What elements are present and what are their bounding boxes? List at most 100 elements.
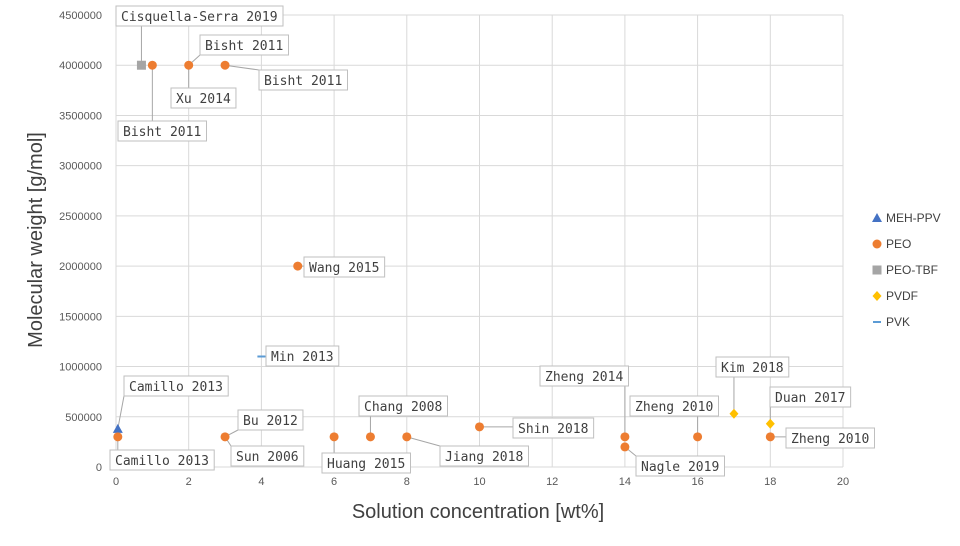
y-tick-label: 4500000 [59, 10, 102, 22]
annotation-box [199, 34, 289, 56]
legend: MEH-PPV PEO PEO-TBF PVDF PVK [872, 211, 941, 329]
annotation-label: Huang 2015 [327, 457, 405, 472]
point-peo [220, 60, 230, 70]
annotation-box [715, 356, 790, 378]
annotation-label: Duan 2017 [775, 391, 845, 406]
annotation-label: Wang 2015 [309, 261, 379, 276]
annotation-box [230, 445, 305, 467]
point-peo [220, 432, 230, 442]
x-tick-label: 0 [113, 476, 119, 488]
annotation-box [117, 120, 207, 142]
x-tick-label: 4 [258, 476, 264, 488]
annotation-label: Kim 2018 [721, 361, 784, 376]
legend-label-peo-tbf: PEO-TBF [886, 263, 938, 277]
y-tick-label: 2000000 [59, 261, 102, 273]
x-axis-title: Solution concentration [wt%] [352, 501, 604, 523]
annotation-label: Nagle 2019 [641, 460, 719, 475]
annotation-label: Cisquella-Serra 2019 [121, 10, 278, 25]
point-peo [765, 432, 775, 442]
legend-label-pvk: PVK [886, 315, 910, 329]
annotation-label: Camillo 2013 [115, 454, 209, 469]
point-peo [620, 442, 630, 452]
annotation-label: Bisht 2011 [123, 125, 201, 140]
point-peo [475, 422, 484, 432]
annotation-box [237, 409, 304, 431]
point-peo [693, 432, 703, 442]
legend-label-meh-ppv: MEH-PPV [886, 211, 941, 225]
annotation-box [539, 365, 629, 387]
legend-label-peo: PEO [886, 237, 911, 251]
x-tick-label: 20 [837, 476, 849, 488]
legend-marker-pvdf [872, 291, 882, 301]
annotation-label: Bisht 2011 [205, 39, 283, 54]
annotation-label: Zheng 2010 [791, 432, 869, 447]
x-tick-label: 2 [186, 476, 192, 488]
annotation-labels: Cisquella-Serra 2019 Bisht 2011 Xu 2014 Bis… [109, 5, 875, 477]
legend-marker-meh-ppv [872, 213, 882, 222]
annotation-label: Bisht 2011 [264, 74, 342, 89]
annotation-label: Chang 2008 [364, 400, 442, 415]
y-tick-label: 4000000 [59, 60, 102, 72]
annotation-label: Min 2013 [271, 350, 334, 365]
legend-marker-peo-tbf [872, 265, 882, 275]
point-peo [620, 432, 630, 442]
x-tick-label: 6 [331, 476, 337, 488]
annotation-box [265, 345, 340, 367]
annotation-box [439, 445, 529, 467]
annotation-box [170, 87, 237, 109]
point-pvdf [765, 418, 775, 429]
x-tick-label: 14 [619, 476, 631, 488]
annotation-box [769, 386, 852, 408]
annotation-label: Shin 2018 [518, 422, 588, 437]
annotation-box [785, 427, 875, 449]
point-peo-tbf [136, 60, 146, 70]
annotation-label: Zheng 2010 [635, 400, 713, 415]
point-peo [184, 60, 194, 70]
point-peo [147, 60, 157, 70]
point-meh-ppv [112, 423, 123, 433]
point-peo [402, 432, 412, 442]
point-peo [113, 432, 123, 442]
legend-marker-peo [872, 239, 882, 249]
annotation-leader [224, 64, 260, 71]
data-points [112, 60, 775, 452]
legend-label-pvdf: PVDF [886, 289, 918, 303]
annotation-label: Xu 2014 [176, 92, 231, 107]
point-peo [329, 432, 339, 442]
annotation-label: Bu 2012 [243, 414, 298, 429]
annotation-box [358, 395, 448, 417]
annotation-box [321, 452, 411, 474]
annotation-box [512, 417, 595, 439]
annotation-label: Camillo 2013 [129, 380, 223, 395]
annotation-box [123, 375, 229, 397]
annotation-box [115, 5, 284, 27]
x-tick-label: 18 [764, 476, 776, 488]
annotation-label: Zheng 2014 [545, 370, 623, 385]
y-tick-label: 500000 [65, 412, 102, 424]
annotation-leader [406, 436, 441, 447]
annotation-label: Jiang 2018 [445, 450, 523, 465]
point-pvdf [729, 408, 739, 419]
y-tick-label: 1000000 [59, 362, 102, 374]
annotation-label: Sun 2006 [236, 450, 299, 465]
y-tick-label: 3500000 [59, 110, 102, 122]
annotation-box [629, 395, 719, 417]
annotation-leader [117, 395, 125, 429]
annotation-box [258, 69, 348, 91]
annotation-box [303, 256, 386, 278]
x-tick-label: 16 [691, 476, 703, 488]
y-tick-label: 3000000 [59, 161, 102, 173]
x-tick-label: 10 [473, 476, 485, 488]
y-tick-label: 0 [96, 462, 102, 474]
point-peo [293, 261, 303, 271]
annotation-box [635, 455, 725, 477]
y-tick-label: 1500000 [59, 311, 102, 323]
y-axis-title: Molecular weight [g/mol] [25, 132, 47, 348]
x-tick-label: 8 [404, 476, 410, 488]
y-tick-label: 2500000 [59, 211, 102, 223]
tick-labels: 0 2 4 6 8 10 12 14 16 18 20 0 500000 1000000 1500000 20… [59, 10, 849, 488]
annotation-box [109, 449, 215, 471]
point-peo [365, 432, 375, 442]
